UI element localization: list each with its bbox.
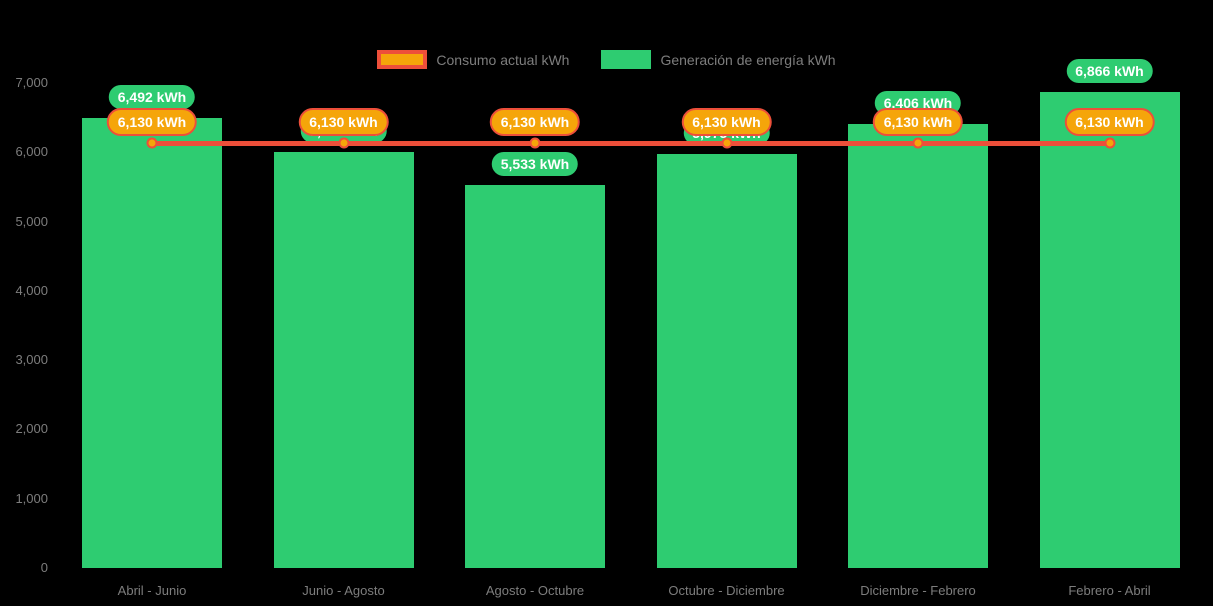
generation-bar: [82, 118, 222, 568]
y-axis-tick: 5,000: [15, 213, 48, 229]
legend-item-consumo[interactable]: Consumo actual kWh: [377, 50, 569, 69]
x-axis-label: Junio - Agosto: [302, 583, 385, 598]
legend-label-generacion: Generación de energía kWh: [660, 51, 836, 68]
consumption-data-label: 6,130 kWh: [298, 108, 389, 137]
chart-legend: Consumo actual kWh Generación de energía…: [0, 50, 1213, 69]
generation-data-label: 6,492 kWh: [108, 85, 196, 110]
y-axis-tick: 4,000: [15, 282, 48, 298]
x-axis-label: Abril - Junio: [117, 583, 187, 598]
line-marker-icon: [1104, 137, 1115, 149]
consumo-swatch-icon: [377, 50, 428, 69]
consumption-data-label: 6,130 kWh: [1064, 108, 1155, 137]
generation-data-label: 5,533 kWh: [491, 151, 579, 176]
consumption-data-label: 6,130 kWh: [872, 108, 964, 137]
generation-bar: [848, 124, 988, 568]
x-axis-label: Octubre - Diciembre: [668, 583, 785, 598]
line-marker-icon: [146, 137, 158, 149]
generation-bar: [465, 184, 605, 568]
y-axis-tick: 1,000: [15, 490, 48, 506]
y-axis-tick: 2,000: [15, 421, 48, 437]
line-marker-icon: [338, 137, 349, 149]
legend-label-consumo: Consumo actual kWh: [436, 51, 570, 68]
y-axis-tick: 6,000: [15, 144, 48, 160]
legend-item-generacion[interactable]: Generación de energía kWh: [601, 50, 836, 69]
generacion-swatch-icon: [601, 50, 652, 69]
x-axis-label: Diciembre - Febrero: [860, 583, 976, 598]
consumption-data-label: 6,130 kWh: [489, 108, 581, 137]
line-marker-icon: [721, 137, 732, 149]
generation-bar: [656, 154, 797, 568]
consumption-data-label: 6,130 kWh: [681, 108, 772, 137]
x-axis-label: Febrero - Abril: [1068, 583, 1151, 598]
y-axis-tick: 0: [40, 560, 48, 575]
x-axis-label: Agosto - Octubre: [485, 583, 585, 598]
generation-bar: [273, 152, 414, 568]
line-marker-icon: [529, 137, 541, 149]
generation-data-label: 6,866 kWh: [1066, 59, 1153, 84]
y-axis-tick: 3,000: [15, 352, 48, 368]
consumption-line: [152, 140, 1110, 146]
line-marker-icon: [912, 137, 924, 149]
generation-bar: [1039, 92, 1180, 568]
y-axis-tick: 7,000: [15, 75, 48, 90]
consumption-data-label: 6,130 kWh: [106, 108, 198, 137]
